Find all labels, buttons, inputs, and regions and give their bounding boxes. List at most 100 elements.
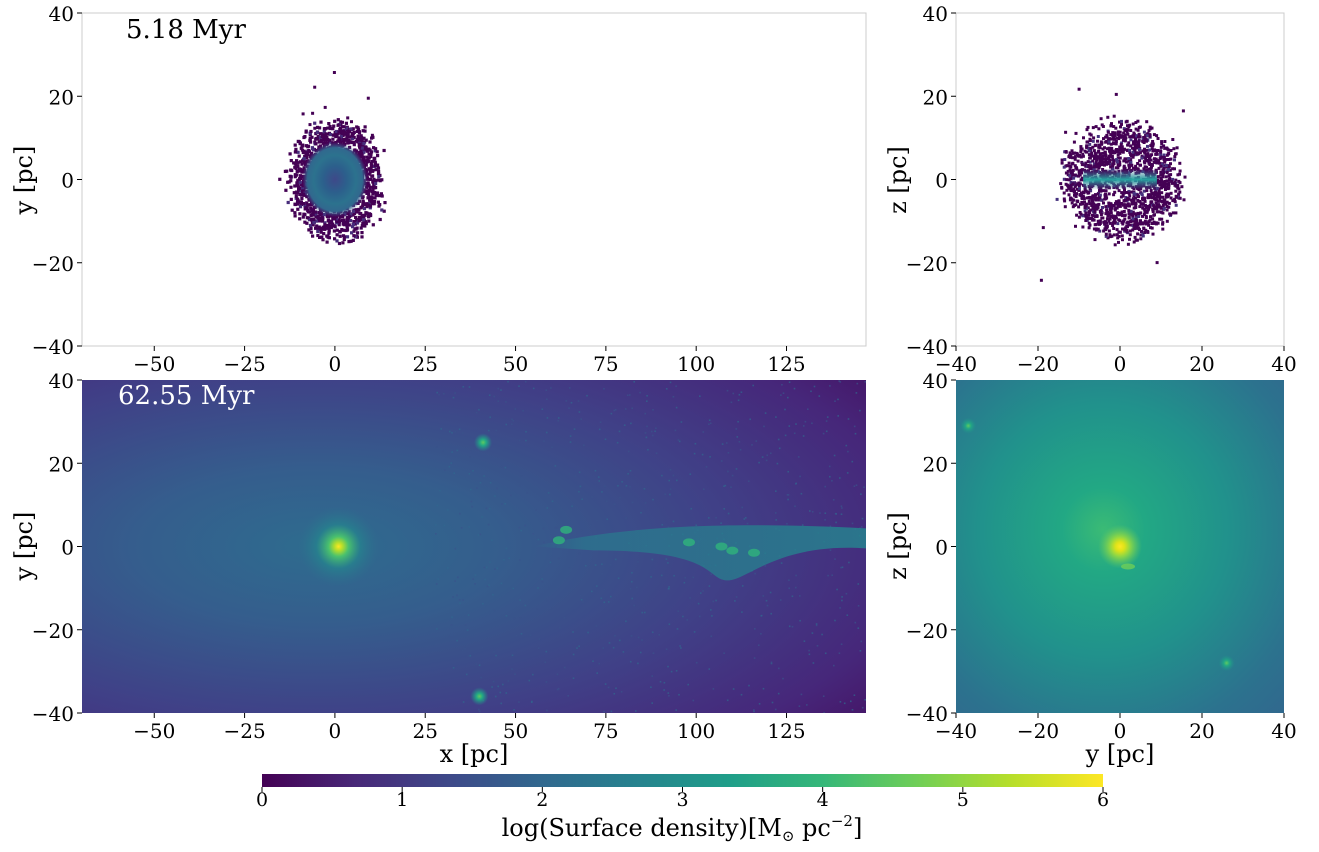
particle bbox=[1182, 198, 1186, 202]
xtick-label: 100 bbox=[677, 719, 715, 743]
particle bbox=[1089, 189, 1092, 193]
particle bbox=[1134, 121, 1138, 124]
particle bbox=[1096, 203, 1100, 207]
particle bbox=[349, 212, 353, 216]
particle bbox=[1060, 161, 1064, 165]
particle bbox=[360, 146, 364, 150]
particle bbox=[289, 168, 293, 172]
noise-pixel bbox=[650, 430, 653, 433]
particle bbox=[295, 159, 299, 163]
particle bbox=[1129, 138, 1133, 142]
noise-pixel bbox=[568, 407, 570, 409]
noise-pixel bbox=[692, 699, 695, 702]
particle bbox=[1127, 189, 1131, 193]
noise-pixel bbox=[475, 663, 477, 665]
particle bbox=[1098, 193, 1102, 197]
particle bbox=[1177, 187, 1181, 191]
particle bbox=[371, 169, 375, 173]
particle bbox=[361, 218, 366, 222]
particle bbox=[1073, 164, 1077, 168]
particle bbox=[1116, 160, 1119, 164]
colorbar-tick-label: 0 bbox=[256, 789, 268, 811]
noise-pixel bbox=[730, 401, 733, 404]
particle bbox=[361, 215, 365, 219]
particle bbox=[335, 228, 339, 232]
particle bbox=[1139, 211, 1143, 215]
particle bbox=[1171, 167, 1175, 171]
noise-pixel bbox=[629, 394, 631, 396]
particle bbox=[1067, 155, 1071, 159]
particle bbox=[1125, 204, 1129, 208]
particle bbox=[335, 239, 339, 243]
particle bbox=[1066, 169, 1070, 173]
noise-pixel bbox=[788, 381, 791, 383]
colorbar-tick-label: 6 bbox=[1097, 789, 1109, 811]
noise-pixel bbox=[620, 691, 623, 693]
noise-pixel bbox=[811, 632, 814, 634]
noise-pixel bbox=[483, 566, 486, 569]
particle bbox=[320, 219, 324, 223]
particle bbox=[1105, 134, 1109, 138]
particle bbox=[1163, 180, 1167, 183]
particle bbox=[300, 144, 304, 148]
noise-pixel bbox=[596, 519, 598, 522]
noise-pixel bbox=[775, 490, 777, 492]
noise-pixel bbox=[703, 488, 705, 490]
particle bbox=[1154, 201, 1158, 205]
particle bbox=[1071, 156, 1075, 160]
particle bbox=[1109, 137, 1113, 141]
particle bbox=[366, 181, 370, 185]
particle bbox=[301, 190, 305, 194]
noise-pixel bbox=[753, 710, 755, 713]
particle bbox=[1159, 150, 1163, 154]
noise-pixel bbox=[592, 660, 594, 662]
noise-pixel bbox=[838, 380, 840, 382]
particle bbox=[1150, 226, 1154, 230]
particle bbox=[1112, 137, 1116, 141]
xtick-label: 25 bbox=[412, 352, 437, 376]
particle bbox=[329, 126, 333, 131]
noise-pixel bbox=[584, 564, 587, 567]
particle bbox=[360, 143, 364, 148]
particle bbox=[310, 135, 314, 139]
noise-pixel bbox=[668, 695, 670, 697]
particle bbox=[316, 227, 320, 231]
particle bbox=[1084, 211, 1088, 215]
particle bbox=[354, 208, 358, 212]
particle bbox=[362, 203, 366, 207]
particle bbox=[1136, 222, 1140, 226]
particle bbox=[1150, 147, 1154, 151]
particle bbox=[1129, 152, 1133, 156]
particle bbox=[328, 140, 332, 144]
noise-pixel bbox=[493, 650, 495, 653]
particle bbox=[1136, 162, 1140, 165]
particle bbox=[1158, 192, 1161, 196]
xtick-label: 75 bbox=[593, 719, 618, 743]
noise-pixel bbox=[822, 432, 825, 435]
noise-pixel bbox=[667, 692, 670, 694]
noise-pixel bbox=[833, 664, 835, 667]
particle bbox=[1109, 150, 1113, 154]
particle bbox=[1178, 190, 1182, 194]
particle bbox=[1160, 186, 1164, 190]
noise-pixel bbox=[819, 512, 821, 514]
particle bbox=[378, 179, 382, 183]
particle bbox=[1098, 156, 1101, 160]
noise-pixel bbox=[673, 574, 675, 577]
particle bbox=[1098, 153, 1102, 157]
particle bbox=[1120, 135, 1124, 139]
noise-pixel bbox=[610, 412, 613, 415]
tail-knot bbox=[552, 536, 565, 545]
particle bbox=[355, 129, 359, 133]
xtick-label: 0 bbox=[1114, 719, 1127, 743]
particle bbox=[1116, 222, 1120, 226]
particle bbox=[326, 126, 330, 130]
particle bbox=[1128, 194, 1132, 198]
noise-pixel bbox=[452, 667, 455, 669]
particle bbox=[307, 218, 312, 222]
core-stream bbox=[1121, 563, 1135, 570]
noise-pixel bbox=[458, 428, 461, 431]
noise-pixel bbox=[613, 409, 616, 412]
noise-pixel bbox=[859, 650, 862, 652]
noise-pixel bbox=[635, 586, 638, 589]
